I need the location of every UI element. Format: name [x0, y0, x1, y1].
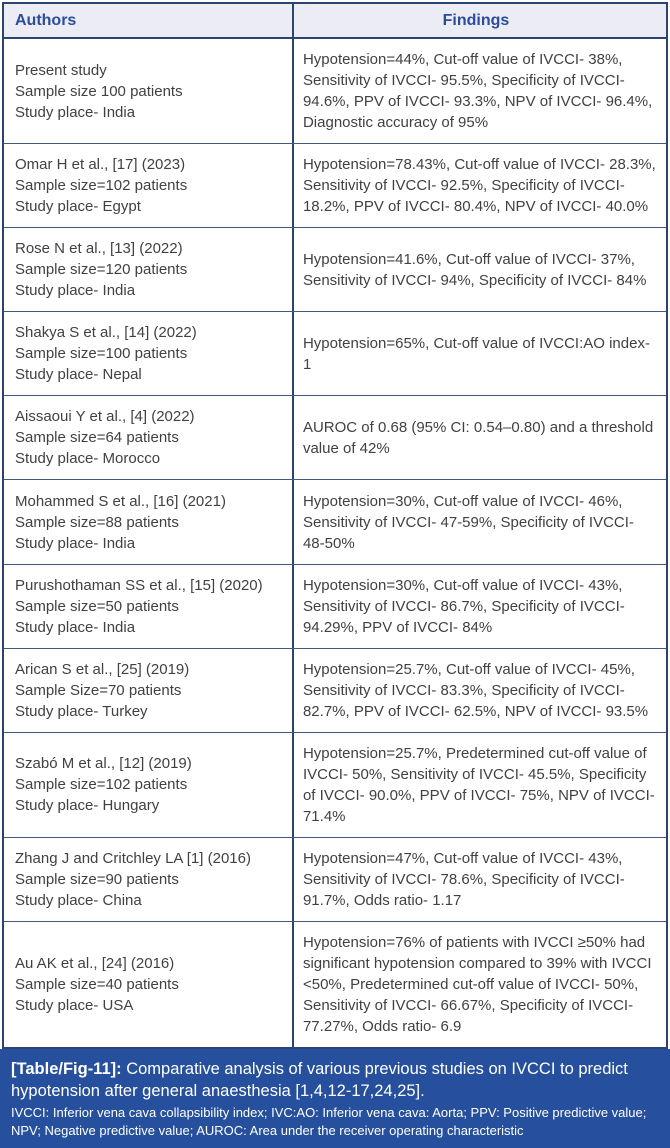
- author-place-line: Study place- Morocco: [15, 450, 161, 468]
- table-row: Au AK et al., [24] (2016) Sample size=40…: [4, 921, 666, 1048]
- comparative-studies-table: Authors Findings Present study Sample si…: [2, 2, 668, 1049]
- authors-cell: Szabó M et al., [12] (2019) Sample size=…: [4, 733, 292, 837]
- author-study-line: Arican S et al., [25] (2019): [15, 660, 190, 678]
- author-sample-line: Sample size=64 patients: [15, 429, 179, 447]
- table-header-row: Authors Findings: [4, 4, 666, 39]
- author-study-line: Au AK et al., [24] (2016): [15, 954, 175, 972]
- findings-cell: Hypotension=44%, Cut-off value of IVCCI-…: [291, 39, 666, 144]
- abbreviations-footnote: IVCCI: Inferior vena cava collapsibility…: [11, 1105, 647, 1138]
- authors-column-header: Authors: [15, 12, 77, 29]
- findings-cell: Hypotension=25.7%, Predetermined cut-off…: [291, 732, 666, 837]
- author-place-line: Study place- Egypt: [15, 198, 141, 216]
- findings-cell: AUROC of 0.68 (95% CI: 0.54–0.80) and a …: [291, 396, 666, 480]
- authors-cell: Au AK et al., [24] (2016) Sample size=40…: [4, 922, 292, 1047]
- table-row: Rose N et al., [13] (2022) Sample size=1…: [4, 228, 666, 313]
- findings-text: Hypotension=25.7%, Cut-off value of IVCC…: [302, 660, 649, 720]
- table-row: Purushothaman SS et al., [15] (2020) Sam…: [4, 564, 666, 649]
- author-place-line: Study place- India: [15, 282, 136, 300]
- findings-text: Hypotension=30%, Cut-off value of IVCCI-…: [302, 492, 634, 552]
- table-row: Arican S et al., [25] (2019) Sample Size…: [4, 648, 666, 733]
- findings-column-header: Findings: [291, 4, 666, 37]
- author-place-line: Study place- USA: [15, 996, 134, 1014]
- author-sample-line: Sample size=50 patients: [15, 597, 179, 615]
- authors-cell: Zhang J and Critchley LA [1] (2016) Samp…: [4, 838, 292, 921]
- findings-cell: Hypotension=30%, Cut-off value of IVCCI-…: [291, 564, 666, 648]
- author-study-line: Aissaoui Y et al., [4] (2022): [15, 408, 195, 426]
- author-study-line: Shakya S et al., [14] (2022): [15, 324, 197, 342]
- findings-cell: Hypotension=78.43%, Cut-off value of IVC…: [291, 144, 666, 228]
- findings-cell: Hypotension=76% of patients with IVCCI ≥…: [291, 921, 666, 1048]
- findings-text: Hypotension=44%, Cut-off value of IVCCI-…: [302, 51, 653, 132]
- findings-text: Hypotension=41.6%, Cut-off value of IVCC…: [302, 250, 647, 289]
- table-row: Mohammed S et al., [16] (2021) Sample si…: [4, 480, 666, 565]
- table-row: Aissaoui Y et al., [4] (2022) Sample siz…: [4, 396, 666, 481]
- findings-cell: Hypotension=25.7%, Cut-off value of IVCC…: [291, 648, 666, 732]
- author-sample-line: Sample size=90 patients: [15, 870, 179, 888]
- author-sample-line: Sample Size=70 patients: [15, 681, 182, 699]
- authors-cell: Mohammed S et al., [16] (2021) Sample si…: [4, 480, 292, 563]
- author-study-line: Szabó M et al., [12] (2019): [15, 755, 192, 773]
- findings-text: Hypotension=30%, Cut-off value of IVCCI-…: [302, 576, 625, 636]
- table-row: Present study Sample size 100 patients S…: [4, 39, 666, 145]
- author-place-line: Study place- China: [15, 891, 142, 909]
- findings-text: Hypotension=76% of patients with IVCCI ≥…: [302, 933, 652, 1035]
- findings-text: Hypotension=47%, Cut-off value of IVCCI-…: [302, 849, 625, 909]
- table-caption: [Table/Fig-11]: Comparative analysis of …: [0, 1049, 670, 1148]
- caption-text: Comparative analysis of various previous…: [11, 1060, 628, 1100]
- author-place-line: Study place- India: [15, 618, 136, 636]
- authors-cell: Present study Sample size 100 patients S…: [4, 39, 292, 143]
- author-study-line: Zhang J and Critchley LA [1] (2016): [15, 849, 251, 867]
- findings-cell: Hypotension=41.6%, Cut-off value of IVCC…: [291, 228, 666, 312]
- table-row: Zhang J and Critchley LA [1] (2016) Samp…: [4, 837, 666, 922]
- authors-cell: Arican S et al., [25] (2019) Sample Size…: [4, 649, 292, 732]
- table-body: Present study Sample size 100 patients S…: [4, 39, 666, 1048]
- table-row: Shakya S et al., [14] (2022) Sample size…: [4, 312, 666, 397]
- author-study-line: Omar H et al., [17] (2023): [15, 156, 186, 174]
- caption-main: [Table/Fig-11]: Comparative analysis of …: [11, 1058, 658, 1102]
- author-sample-line: Sample size=102 patients: [15, 776, 188, 794]
- authors-cell: Purushothaman SS et al., [15] (2020) Sam…: [4, 565, 292, 648]
- findings-cell: Hypotension=47%, Cut-off value of IVCCI-…: [291, 837, 666, 921]
- findings-cell: Hypotension=30%, Cut-off value of IVCCI-…: [291, 480, 666, 564]
- findings-cell: Hypotension=65%, Cut-off value of IVCCI:…: [291, 312, 666, 396]
- author-sample-line: Sample size=120 patients: [15, 261, 188, 279]
- findings-text: Hypotension=65%, Cut-off value of IVCCI:…: [302, 334, 650, 373]
- author-study-line: Rose N et al., [13] (2022): [15, 240, 183, 258]
- author-place-line: Study place- India: [15, 103, 136, 121]
- findings-text: Hypotension=78.43%, Cut-off value of IVC…: [302, 156, 656, 216]
- table-row: Szabó M et al., [12] (2019) Sample size=…: [4, 732, 666, 838]
- caption-label: [Table/Fig-11]:: [11, 1060, 122, 1078]
- author-sample-line: Sample size=88 patients: [15, 513, 179, 531]
- authors-cell: Rose N et al., [13] (2022) Sample size=1…: [4, 228, 292, 311]
- authors-cell: Aissaoui Y et al., [4] (2022) Sample siz…: [4, 396, 292, 479]
- findings-text: AUROC of 0.68 (95% CI: 0.54–0.80) and a …: [302, 418, 654, 457]
- author-sample-line: Sample size=40 patients: [15, 975, 179, 993]
- authors-cell: Omar H et al., [17] (2023) Sample size=1…: [4, 144, 292, 227]
- author-sample-line: Sample size=102 patients: [15, 177, 188, 195]
- table-row: Omar H et al., [17] (2023) Sample size=1…: [4, 144, 666, 229]
- findings-text: Hypotension=25.7%, Predetermined cut-off…: [302, 744, 655, 825]
- author-place-line: Study place- Hungary: [15, 797, 160, 815]
- author-sample-line: Sample size 100 patients: [15, 82, 183, 100]
- author-sample-line: Sample size=100 patients: [15, 345, 188, 363]
- author-study-line: Purushothaman SS et al., [15] (2020): [15, 576, 263, 594]
- author-place-line: Study place- Nepal: [15, 366, 142, 384]
- author-place-line: Study place- India: [15, 534, 136, 552]
- author-study-line: Present study: [15, 61, 107, 79]
- author-place-line: Study place- Turkey: [15, 702, 148, 720]
- author-study-line: Mohammed S et al., [16] (2021): [15, 492, 226, 510]
- authors-cell: Shakya S et al., [14] (2022) Sample size…: [4, 312, 292, 395]
